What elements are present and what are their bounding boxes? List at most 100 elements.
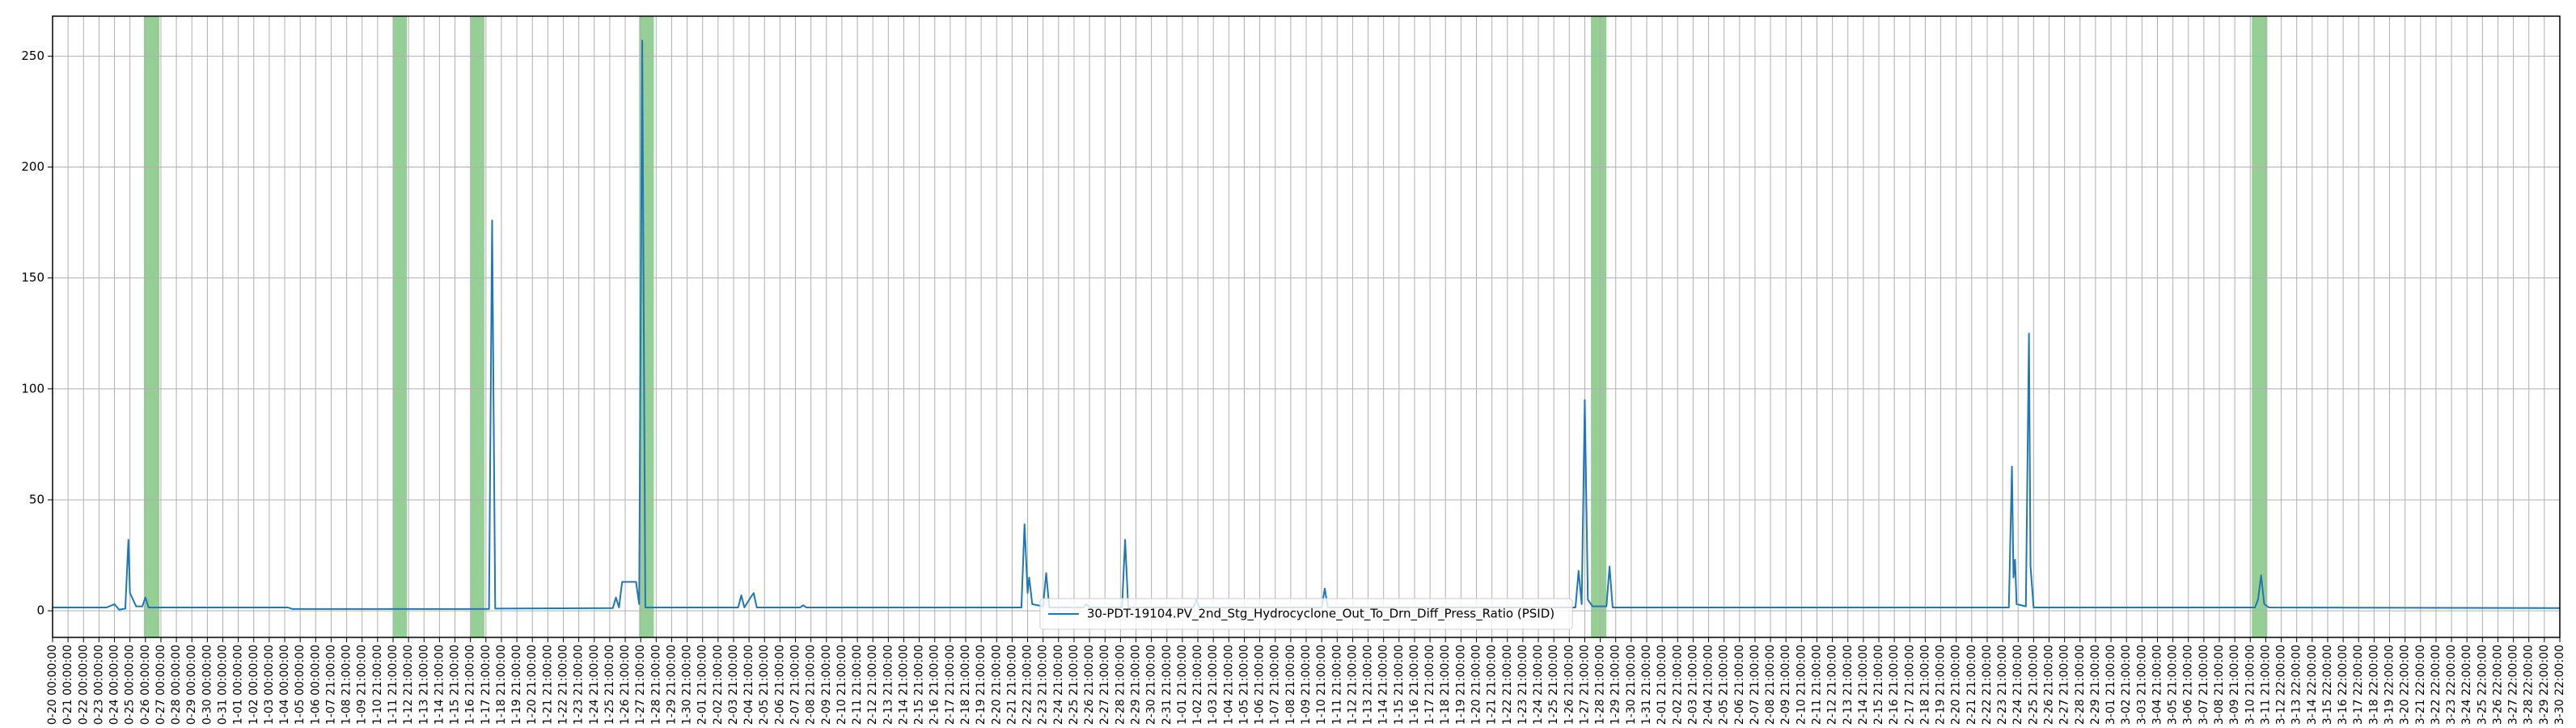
x-tick-label: 2-26 21:00:00 — [1083, 645, 1096, 725]
x-tick-label: 2-24 21:00:00 — [2011, 645, 2024, 725]
x-tick-label: 1-22 21:00:00 — [556, 645, 569, 725]
x-tick-label: 2-23 21:00:00 — [1037, 645, 1050, 725]
legend: 30-PDT-19104.PV_2nd_Stg_Hydrocyclone_Out… — [1039, 598, 1573, 630]
x-tick-label: 1-16 21:00:00 — [1408, 645, 1421, 725]
highlight-span — [2252, 16, 2268, 637]
x-tick-label: 1-05 21:00:00 — [1237, 645, 1250, 725]
x-tick-label: 1-24 21:00:00 — [1532, 645, 1545, 725]
x-tick-label: 3-24 22:00:00 — [2460, 645, 2473, 725]
x-tick-label: 1-09 21:00:00 — [356, 645, 369, 725]
x-tick-label: 2-12 21:00:00 — [866, 645, 879, 725]
x-tick-label: 2-22 21:00:00 — [1981, 645, 1994, 725]
x-tick-label: 2-13 21:00:00 — [1842, 645, 1855, 725]
x-tick-label: 1-30 21:00:00 — [681, 645, 694, 725]
x-tick-label: 1-06 21:00:00 — [1254, 645, 1267, 725]
x-tick-label: 1-02 00:00:00 — [247, 645, 260, 725]
x-tick-label: 1-31 21:00:00 — [1640, 645, 1653, 725]
x-tick-label: 2-29 21:00:00 — [2089, 645, 2102, 725]
x-tick-label: 1-17 21:00:00 — [1423, 645, 1436, 725]
x-tick-label: 1-30 21:00:00 — [1625, 645, 1638, 725]
x-tick-label: 2-03 21:00:00 — [1686, 645, 1699, 725]
x-tick-label: 1-29 21:00:00 — [665, 645, 678, 725]
x-tick-label: 2-14 21:00:00 — [1857, 645, 1870, 725]
x-tick-label: 2-28 21:00:00 — [1114, 645, 1127, 725]
x-tick-label: 2-27 21:00:00 — [2058, 645, 2071, 725]
x-tick-label: 2-19 21:00:00 — [975, 645, 988, 725]
x-tick-label: 3-13 22:00:00 — [2290, 645, 2303, 725]
x-tick-label: 1-20 21:00:00 — [526, 645, 539, 725]
x-tick-label: 3-02 21:00:00 — [2120, 645, 2133, 725]
highlight-span — [1591, 16, 1607, 637]
x-tick-label: 2-22 21:00:00 — [1022, 645, 1034, 725]
x-tick-label: 0-31 00:00:00 — [216, 645, 229, 725]
x-tick-label: 3-07 21:00:00 — [2197, 645, 2210, 725]
x-tick-label: 3-26 22:00:00 — [2491, 645, 2504, 725]
x-tick-label: 3-09 21:00:00 — [2228, 645, 2241, 725]
x-tick-label: 2-09 21:00:00 — [820, 645, 833, 725]
x-tick-label: 1-14 21:00:00 — [433, 645, 446, 725]
x-tick-label: 2-05 21:00:00 — [758, 645, 771, 725]
x-tick-label: 1-18 21:00:00 — [1439, 645, 1452, 725]
x-tick-label: 2-23 21:00:00 — [1996, 645, 2009, 725]
x-tick-label: 1-25 21:00:00 — [603, 645, 616, 725]
x-tick-label: 1-01 00:00:00 — [232, 645, 245, 725]
x-tick-label: 2-02 21:00:00 — [712, 645, 725, 725]
x-tick-label: 1-08 21:00:00 — [1284, 645, 1297, 725]
x-tick-label: 1-10 21:00:00 — [371, 645, 384, 725]
x-tick-label: 2-25 21:00:00 — [1068, 645, 1081, 725]
x-tick-label: 3-29 22:00:00 — [2538, 645, 2551, 725]
x-tick-label: 2-10 21:00:00 — [1795, 645, 1808, 725]
x-tick-label: 1-12 21:00:00 — [1346, 645, 1359, 725]
x-tick-label: 1-23 21:00:00 — [1516, 645, 1529, 725]
x-tick-label: 3-12 22:00:00 — [2275, 645, 2288, 725]
x-tick-label: 2-12 21:00:00 — [1826, 645, 1839, 725]
x-tick-label: 1-15 21:00:00 — [1393, 645, 1406, 725]
x-tick-label: 1-19 21:00:00 — [1454, 645, 1467, 725]
x-tick-label: 2-07 21:00:00 — [789, 645, 802, 725]
x-tick-label: 2-11 21:00:00 — [1810, 645, 1823, 725]
x-tick-label: 2-15 21:00:00 — [1872, 645, 1885, 725]
x-tick-label: 1-25 21:00:00 — [1547, 645, 1560, 725]
x-tick-label: 1-27 21:00:00 — [1578, 645, 1591, 725]
x-tick-label: 3-22 22:00:00 — [2430, 645, 2443, 725]
x-tick-label: 1-18 21:00:00 — [495, 645, 508, 725]
x-tick-label: 2-10 21:00:00 — [835, 645, 848, 725]
highlight-span — [392, 16, 408, 637]
x-tick-label: 1-14 21:00:00 — [1377, 645, 1390, 725]
x-tick-label: 2-05 21:00:00 — [1718, 645, 1731, 725]
x-tick-label: 1-06 00:00:00 — [309, 645, 322, 725]
x-tick-label: 2-16 21:00:00 — [1888, 645, 1901, 725]
x-tick-label: 3-05 21:00:00 — [2167, 645, 2180, 725]
x-tick-label: 1-02 21:00:00 — [1191, 645, 1204, 725]
x-tick-label: 0-26 00:00:00 — [139, 645, 152, 725]
x-tick-label: 2-21 21:00:00 — [1005, 645, 1018, 725]
x-tick-label: 3-23 22:00:00 — [2445, 645, 2458, 725]
x-tick-label: 1-22 21:00:00 — [1501, 645, 1514, 725]
x-tick-label: 1-11 21:00:00 — [1330, 645, 1343, 725]
x-tick-label: 2-08 21:00:00 — [805, 645, 818, 725]
x-tick-label: 2-04 21:00:00 — [1703, 645, 1715, 725]
x-tick-label: 2-14 21:00:00 — [897, 645, 910, 725]
y-tick-label: 0 — [36, 603, 44, 618]
x-tick-label: 2-17 21:00:00 — [944, 645, 957, 725]
x-tick-label: 0-23 00:00:00 — [92, 645, 105, 725]
x-tick-label: 0-22 00:00:00 — [77, 645, 90, 725]
x-tick-label: 2-03 21:00:00 — [727, 645, 740, 725]
x-tick-label: 3-21 22:00:00 — [2414, 645, 2427, 725]
x-tick-label: 3-30 22:00:00 — [2553, 645, 2566, 725]
x-tick-label: 3-04 21:00:00 — [2151, 645, 2164, 725]
x-tick-label: 2-20 21:00:00 — [990, 645, 1003, 725]
x-tick-label: 2-25 21:00:00 — [2027, 645, 2040, 725]
x-tick-label: 3-28 22:00:00 — [2523, 645, 2536, 725]
plot-frame — [52, 15, 2561, 638]
data-line — [53, 40, 2561, 611]
x-tick-label: 1-04 21:00:00 — [1222, 645, 1235, 725]
x-tick-label: 1-28 21:00:00 — [1594, 645, 1607, 725]
x-tick-label: 1-08 21:00:00 — [341, 645, 353, 725]
x-tick-label: 3-03 21:00:00 — [2135, 645, 2148, 725]
x-tick-label: 3-18 22:00:00 — [2367, 645, 2380, 725]
x-tick-label: 1-29 21:00:00 — [1609, 645, 1622, 725]
x-tick-label: 0-29 00:00:00 — [185, 645, 198, 725]
x-tick-label: 2-16 21:00:00 — [928, 645, 941, 725]
